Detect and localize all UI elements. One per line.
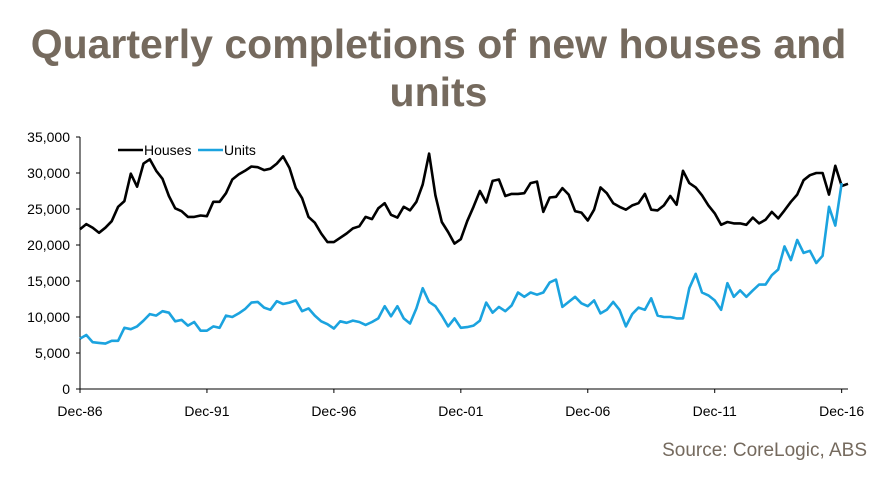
legend-label-houses: Houses — [144, 142, 191, 158]
x-tick-label: Dec-96 — [311, 403, 356, 419]
y-tick-label: 20,000 — [27, 237, 70, 253]
x-tick-label: Dec-86 — [57, 403, 102, 419]
x-tick-label: Dec-91 — [184, 403, 229, 419]
series-line-houses — [79, 152, 849, 245]
series-line-units — [79, 182, 843, 345]
x-tick-label: Dec-16 — [819, 403, 864, 419]
y-tick-label: 25,000 — [27, 201, 70, 217]
legend-label-units: Units — [224, 142, 256, 158]
y-tick-label: 0 — [62, 381, 70, 397]
y-tick-label: 15,000 — [27, 273, 70, 289]
y-tick-label: 5,000 — [35, 345, 70, 361]
x-tick-label: Dec-11 — [693, 403, 737, 419]
chart-title: Quarterly completions of new houses and … — [30, 21, 847, 115]
y-tick-label: 30,000 — [27, 165, 70, 181]
x-tick-label: Dec-06 — [565, 403, 610, 419]
y-tick-label: 10,000 — [27, 309, 70, 325]
y-tick-label: 35,000 — [27, 129, 70, 145]
source-note: Source: CoreLogic, ABS — [662, 440, 867, 461]
x-tick-label: Dec-01 — [438, 403, 483, 419]
